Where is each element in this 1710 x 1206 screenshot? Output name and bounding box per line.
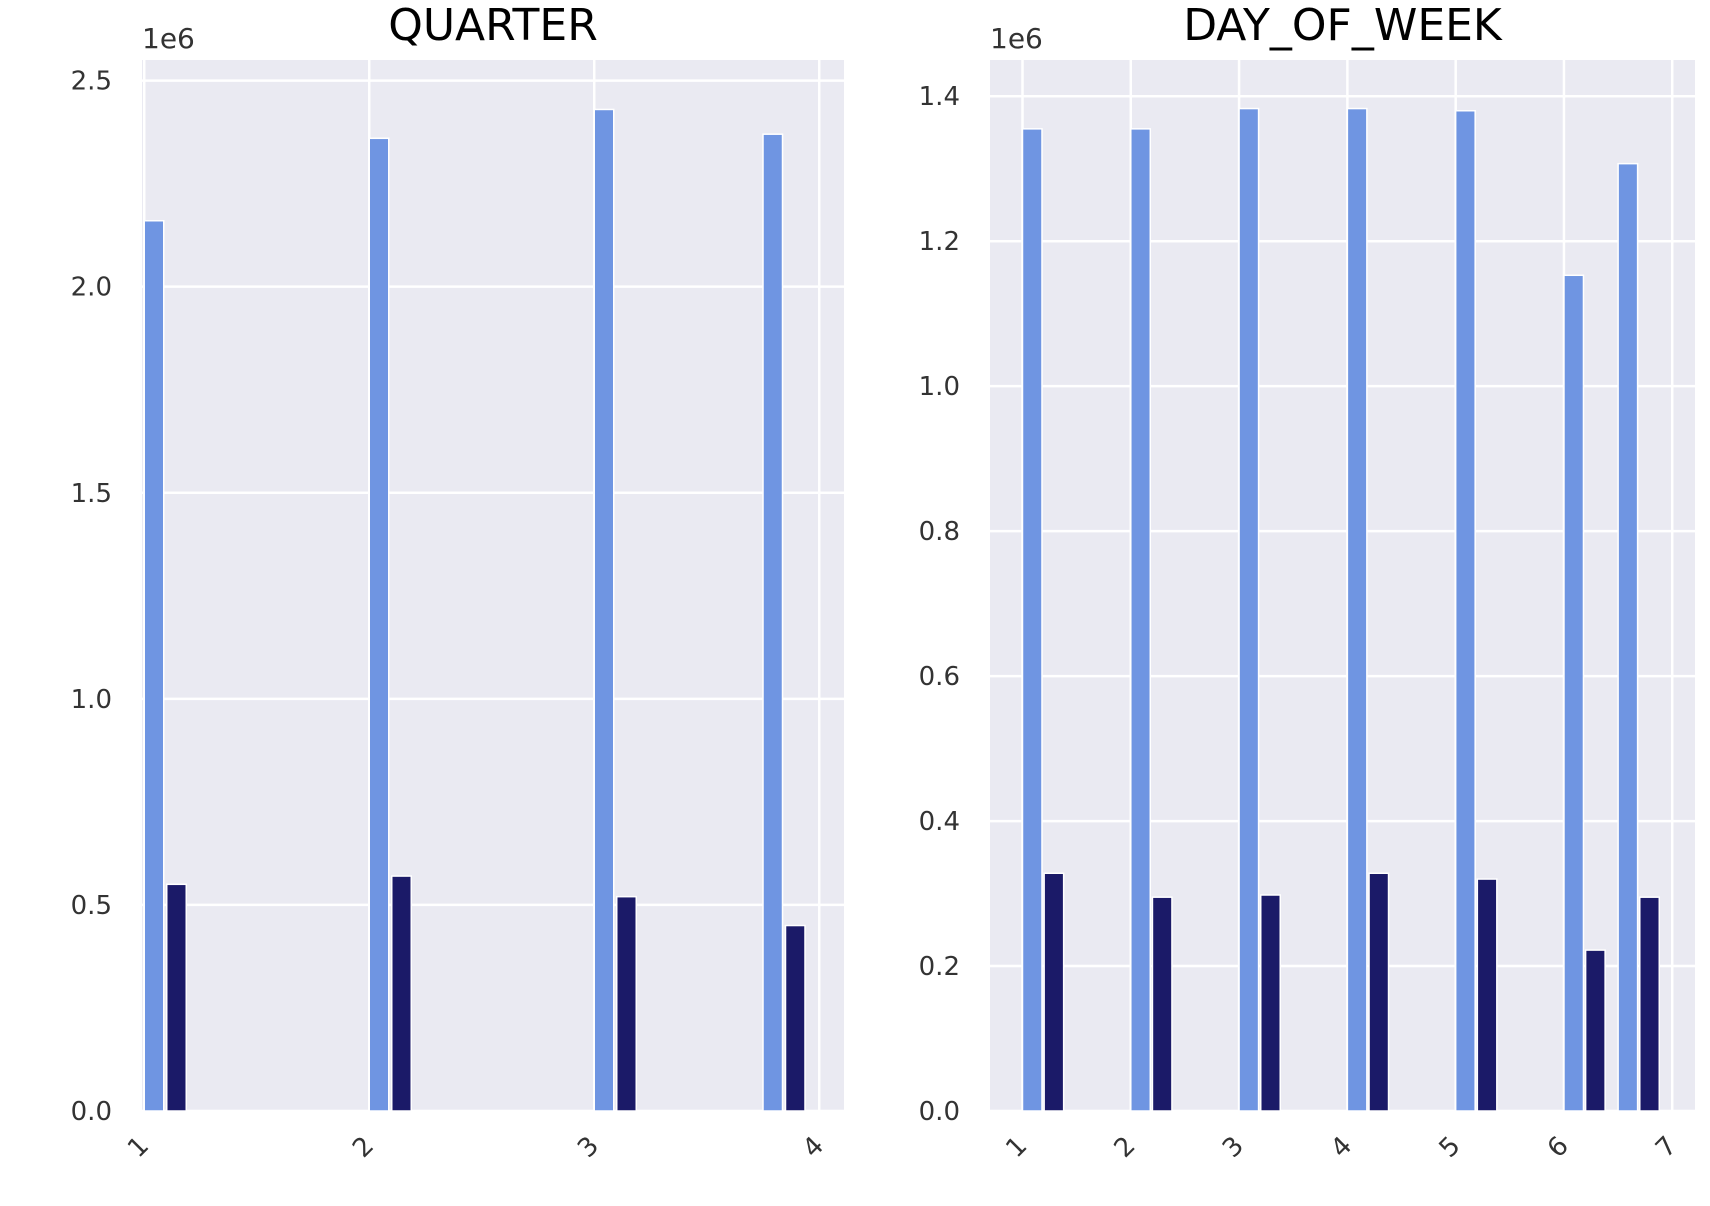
y-tick-label: 1.5 bbox=[71, 479, 112, 509]
x-tick-label: 3 bbox=[1217, 1131, 1250, 1164]
y-offset-label: 1e6 bbox=[142, 22, 195, 55]
bar-dark bbox=[1639, 896, 1661, 1112]
x-tick-label: 1 bbox=[122, 1131, 155, 1164]
x-tick-label: 2 bbox=[1109, 1131, 1142, 1164]
bar-light bbox=[593, 108, 615, 1112]
y-tick-label: 0.4 bbox=[919, 807, 960, 837]
plot-area bbox=[142, 60, 844, 1111]
y-tick-label: 0.8 bbox=[919, 517, 960, 547]
bar-light bbox=[1346, 107, 1368, 1112]
bar-light bbox=[1563, 274, 1585, 1112]
bar-dark bbox=[1151, 896, 1173, 1112]
chart-title: QUARTER bbox=[388, 0, 598, 51]
bar-light bbox=[1454, 109, 1476, 1112]
bar-light bbox=[1130, 128, 1152, 1112]
bar-dark bbox=[616, 895, 637, 1112]
x-tick-label: 3 bbox=[572, 1131, 605, 1164]
bar-dark bbox=[391, 875, 412, 1112]
x-tick-label: 6 bbox=[1542, 1131, 1575, 1164]
bar-dark bbox=[1043, 872, 1065, 1112]
y-tick-label: 0.0 bbox=[919, 1097, 960, 1127]
quarter-chart: QUARTER 1e6 0.0 0.5 1.0 1.5 2.0 2.5 1 2 3 4 bbox=[71, 0, 844, 1164]
bar-dark bbox=[1476, 878, 1498, 1112]
y-tick-label: 1.0 bbox=[919, 372, 960, 402]
x-tick-label: 7 bbox=[1650, 1131, 1683, 1164]
x-tick-label: 1 bbox=[1000, 1131, 1033, 1164]
x-tick-label: 2 bbox=[347, 1131, 380, 1164]
y-tick-label: 1.2 bbox=[919, 227, 960, 257]
y-tick-label: 0.2 bbox=[919, 952, 960, 982]
y-tick-label: 2.5 bbox=[71, 67, 112, 97]
bar-light bbox=[1021, 128, 1043, 1112]
y-tick-label: 0.5 bbox=[71, 891, 112, 921]
x-tick-label: 5 bbox=[1434, 1131, 1467, 1164]
bar-light bbox=[1617, 162, 1639, 1112]
bar-light bbox=[1238, 107, 1260, 1112]
x-tick-label: 4 bbox=[1325, 1131, 1358, 1164]
bar-light bbox=[143, 219, 165, 1112]
bar-light bbox=[762, 133, 784, 1112]
bar-dark bbox=[1584, 949, 1606, 1112]
y-tick-label: 2.0 bbox=[71, 273, 112, 303]
bar-dark bbox=[1368, 872, 1390, 1112]
y-tick-label: 1.0 bbox=[71, 685, 112, 715]
chart-title: DAY_OF_WEEK bbox=[1183, 0, 1503, 51]
y-tick-label: 0.6 bbox=[919, 662, 960, 692]
y-offset-label: 1e6 bbox=[990, 22, 1043, 55]
bar-dark bbox=[166, 883, 187, 1112]
y-tick-label: 1.4 bbox=[919, 82, 960, 112]
x-tick-label: 4 bbox=[797, 1131, 830, 1164]
y-tick-label: 0.0 bbox=[71, 1097, 112, 1127]
bar-dark bbox=[784, 924, 806, 1112]
bar-dark bbox=[1259, 894, 1281, 1112]
day-of-week-chart: DAY_OF_WEEK 1e6 0.0 0.2 0.4 0.6 0.8 1.0 1.2 1.4… bbox=[919, 0, 1695, 1164]
bar-light bbox=[368, 137, 390, 1112]
